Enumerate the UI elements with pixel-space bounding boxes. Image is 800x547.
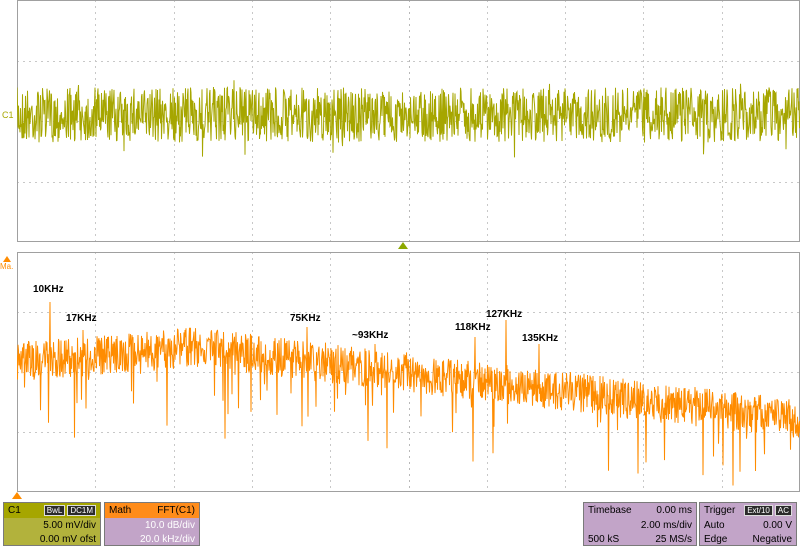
math-descriptor[interactable]: Math FFT(C1) 10.0 dB/div 20.0 kHz/div <box>104 502 200 546</box>
c1-vertical-scale: 5.00 mV/div <box>43 519 96 531</box>
c1-offset: 0.00 mV ofst <box>39 533 96 545</box>
fft-trace <box>17 252 800 492</box>
math-vertical-scale: 10.0 dB/div <box>144 519 195 531</box>
peak-label: 127KHz <box>486 309 523 320</box>
channel-1-offset-marker[interactable]: C1 <box>2 110 14 120</box>
peak-label: 75KHz <box>290 313 321 324</box>
trigger-position-icon[interactable] <box>398 242 408 249</box>
coupling-badge: DC1M <box>67 505 96 516</box>
trigger-label: Trigger <box>704 505 736 516</box>
trigger-descriptor[interactable]: Trigger Ext/10 AC Auto 0.00 V Edge Negati… <box>699 502 797 546</box>
math-horizontal-scale: 20.0 kHz/div <box>139 533 195 545</box>
channel-1-waveform-grid <box>17 0 800 242</box>
math-offset-marker[interactable]: Ma. <box>0 256 13 271</box>
channel-1-trace <box>17 0 800 242</box>
fft-spectrum <box>17 301 800 486</box>
math-label: Math <box>109 505 132 516</box>
peak-label: 135KHz <box>522 333 559 344</box>
trigger-source-badge: Ext/10 <box>744 505 773 516</box>
trigger-level: 0.00 V <box>763 519 792 531</box>
peak-label: 17KHz <box>66 313 97 324</box>
timebase-delay: 0.00 ms <box>656 505 692 516</box>
channel-1-waveform <box>17 80 800 158</box>
math-function: FFT(C1) <box>157 505 195 516</box>
fft-start-marker-icon <box>12 492 22 499</box>
fft-spectrum-grid <box>17 252 800 492</box>
sample-count: 500 kS <box>588 533 620 545</box>
timebase-label: Timebase <box>588 505 632 516</box>
trigger-mode: Auto <box>704 519 725 531</box>
math-marker-arrow-icon <box>3 256 11 262</box>
peak-label: ~93KHz <box>352 330 389 341</box>
sample-rate: 25 MS/s <box>655 533 692 545</box>
trigger-slope: Negative <box>752 533 792 545</box>
trigger-coupling-badge: AC <box>774 505 792 516</box>
c1-label: C1 <box>8 505 21 516</box>
math-marker-label: Ma. <box>0 262 14 271</box>
timebase-scale: 2.00 ms/div <box>640 519 692 531</box>
bandwidth-limit-badge: BwL <box>43 505 66 516</box>
peak-label: 118KHz <box>455 322 491 333</box>
timebase-descriptor[interactable]: Timebase 0.00 ms 2.00 ms/div 500 kS 25 M… <box>583 502 697 546</box>
trigger-type: Edge <box>704 533 728 545</box>
channel-1-descriptor[interactable]: C1 BwL DC1M 5.00 mV/div 0.00 mV ofst <box>3 502 101 546</box>
peak-label: 10KHz <box>33 284 64 295</box>
